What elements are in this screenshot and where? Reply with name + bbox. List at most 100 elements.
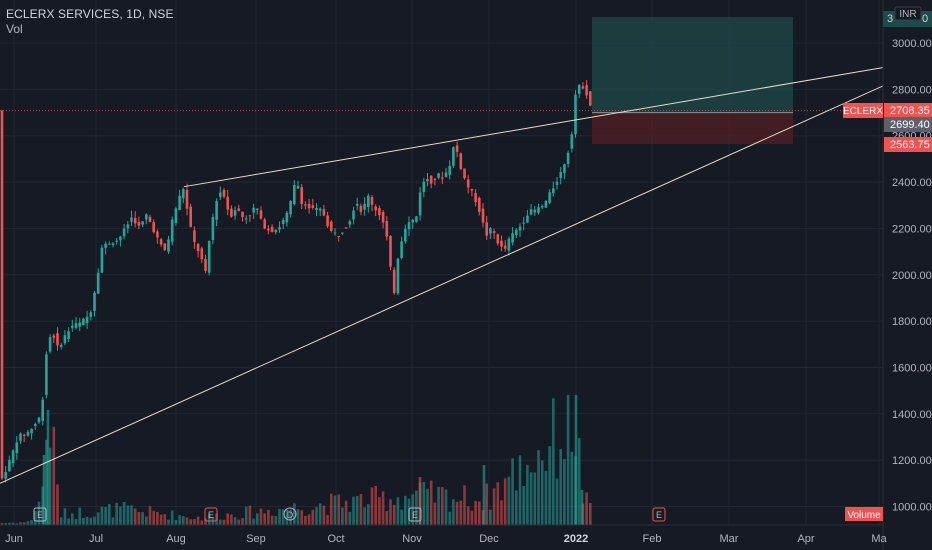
- candle-body: [74, 323, 78, 328]
- target-price-label: 3: [887, 13, 893, 25]
- volume-bar: [0, 523, 4, 525]
- candle-body: [0, 110, 4, 479]
- x-tick-label: Nov: [402, 533, 422, 545]
- volume-bar: [459, 500, 463, 525]
- x-tick-label: Aug: [166, 533, 186, 545]
- volume-bar: [145, 516, 148, 525]
- earnings-marker: [204, 507, 218, 522]
- x-tick-label: Jul: [89, 533, 103, 545]
- candle-body: [374, 206, 377, 211]
- candle-body: [19, 433, 22, 441]
- volume-bar: [189, 519, 192, 525]
- volume-bar: [370, 487, 374, 525]
- candle-body: [152, 222, 155, 233]
- candle-body: [226, 196, 229, 210]
- trendline-lower-wedge: [0, 63, 932, 484]
- candle-body: [392, 269, 396, 294]
- volume-bar: [89, 517, 93, 525]
- volume-bar: [244, 506, 248, 525]
- event-marker-label: E: [656, 510, 662, 520]
- volume-bar: [48, 447, 52, 525]
- volume-bar: [466, 506, 470, 525]
- candle-body: [96, 272, 100, 294]
- candle-body: [411, 219, 414, 223]
- candle-body: [396, 258, 400, 294]
- volume-bar: [426, 488, 429, 525]
- candle-body: [174, 208, 178, 224]
- candle-body: [348, 221, 352, 225]
- volume-bar: [389, 499, 392, 525]
- candle-body: [100, 247, 104, 273]
- candle-body: [130, 217, 133, 222]
- candle-body: [459, 153, 463, 169]
- candle-body: [141, 221, 144, 225]
- candle-body: [71, 325, 74, 328]
- candle-body: [489, 228, 492, 234]
- candle-body: [404, 228, 407, 242]
- volume-bar: [396, 497, 400, 525]
- candle-body: [526, 215, 529, 223]
- volume-bar: [518, 455, 522, 525]
- volume-bar: [563, 458, 566, 525]
- volume-bar: [8, 522, 11, 525]
- candle-body: [148, 216, 152, 223]
- candle-body: [529, 209, 533, 215]
- candle-body: [200, 248, 204, 260]
- candle-body: [352, 210, 355, 220]
- candle-body: [470, 189, 474, 191]
- volume-bar: [167, 519, 170, 525]
- candle-body: [552, 188, 555, 194]
- volume-bar: [341, 507, 344, 525]
- earnings-marker: [652, 507, 666, 522]
- volume-bar: [381, 491, 385, 525]
- volume-bar: [496, 482, 500, 525]
- volume-bar: [478, 501, 481, 525]
- candle-body: [511, 233, 514, 243]
- volume-bar: [363, 507, 366, 525]
- ticker-tag: [843, 103, 883, 118]
- candle-body: [322, 209, 326, 216]
- volume-bar: [74, 518, 78, 525]
- candle-body: [474, 193, 477, 203]
- candle-body: [326, 215, 329, 227]
- target-price-suffix: 0: [922, 13, 928, 25]
- candle-body: [67, 331, 70, 339]
- volume-bar: [285, 509, 289, 525]
- volume-bar: [566, 395, 570, 525]
- volume-bar: [100, 506, 104, 525]
- candle-body: [137, 222, 141, 226]
- volume-bar: [522, 486, 525, 525]
- candle-body: [559, 172, 562, 178]
- candle-body: [433, 178, 437, 180]
- earnings-marker: [33, 507, 47, 522]
- candle-body: [4, 472, 7, 479]
- volume-bar: [463, 485, 466, 525]
- candle-body: [41, 399, 44, 421]
- y-tick-label: 1800.00: [892, 316, 932, 328]
- candle-body: [115, 240, 118, 242]
- volume-bar: [45, 439, 48, 525]
- volume-bar: [263, 513, 266, 525]
- candle-body: [241, 211, 244, 218]
- x-tick-label: 2022: [564, 533, 588, 545]
- volume-bar: [533, 472, 537, 525]
- candle-body: [418, 192, 422, 216]
- candle-body: [230, 208, 233, 217]
- volume-bar: [344, 500, 348, 525]
- volume-bar: [429, 480, 433, 525]
- candle-body: [341, 232, 344, 234]
- candle-body: [204, 258, 207, 271]
- volume-bar: [46, 410, 50, 525]
- volume-bar: [133, 508, 137, 525]
- volume-bar: [78, 507, 81, 525]
- candle-body: [304, 204, 307, 206]
- candle-body: [182, 189, 185, 199]
- candle-body: [156, 231, 159, 238]
- volume-bar: [507, 476, 511, 525]
- candle-body: [300, 187, 303, 204]
- candle-body: [233, 210, 237, 216]
- volume-bar: [248, 505, 252, 525]
- volume-bar: [200, 520, 204, 525]
- y-tick-label: 2400.00: [892, 177, 932, 189]
